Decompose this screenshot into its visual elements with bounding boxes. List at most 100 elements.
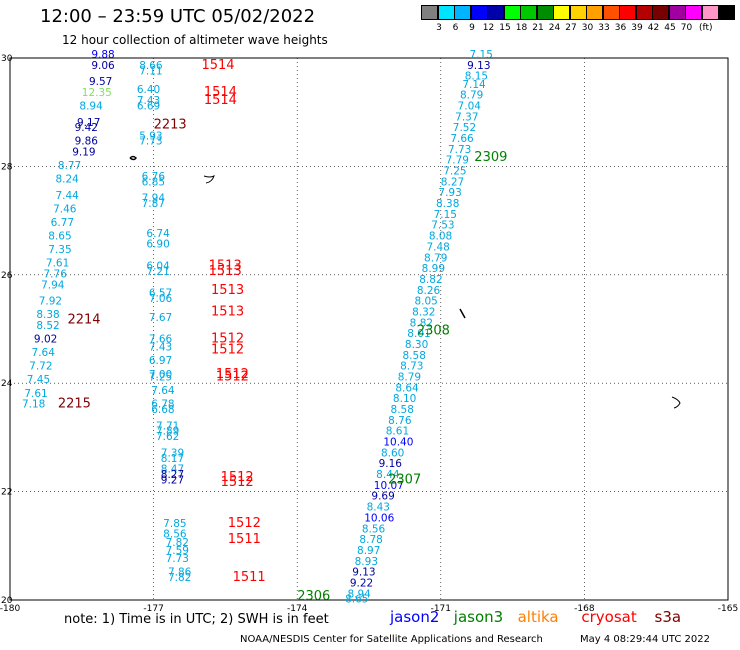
legend-label: 27 [565, 23, 577, 33]
swh-value: 5.93 [139, 130, 162, 142]
swh-value: 8.82 [419, 274, 442, 286]
swh-value: 8.38 [436, 198, 459, 210]
swh-value: 7.64 [32, 347, 56, 359]
swh-value: 8.01 [407, 328, 430, 340]
pass-time-label: 1512 [216, 369, 249, 384]
swh-value: 7.21 [146, 266, 169, 278]
swh-value: 8.79 [424, 252, 447, 264]
island-shape [671, 396, 681, 409]
y-tick-label: 30 [1, 54, 13, 64]
swh-value: 10.40 [383, 437, 413, 449]
pass-time-label: 2213 [154, 117, 187, 132]
swh-value: 6.40 [137, 84, 160, 96]
pass-time-label: 1512 [211, 332, 244, 347]
swh-value: 9.22 [350, 577, 373, 589]
swh-value: 7.15 [434, 209, 457, 221]
credit-line: NOAA/NESDIS Center for Satellite Applica… [240, 634, 543, 645]
legend-label: 42 [647, 23, 660, 33]
pass-time-label: 1514 [204, 93, 237, 108]
swh-value: 7.61 [46, 258, 69, 270]
pass-time-label: 1511 [228, 532, 261, 547]
swh-value: 12.35 [82, 87, 112, 99]
pass-time-label: 1513 [209, 258, 242, 273]
swh-value: 7.71 [156, 420, 179, 432]
timestamp: May 4 08:29:44 UTC 2022 [580, 634, 710, 645]
legend-label: 24 [548, 23, 561, 33]
swh-value: 7.72 [29, 361, 52, 373]
swh-value: 9.42 [75, 122, 98, 134]
swh-value: 9.06 [91, 60, 115, 72]
legend-label: 36 [614, 23, 627, 33]
satellite-name: s3a [654, 608, 682, 626]
pass-time-label: 1514 [204, 85, 237, 100]
swh-value: 7.15 [470, 49, 493, 61]
island-shape [203, 175, 215, 184]
swh-value: 8.17 [161, 453, 184, 465]
swh-value: 8.65 [345, 594, 368, 606]
y-tick-label: 28 [1, 162, 13, 172]
y-tick-label: 22 [1, 488, 12, 498]
pass-time-label: 1511 [233, 570, 266, 585]
pass-time-label: 1513 [211, 283, 244, 298]
swh-value: 7.45 [27, 374, 50, 386]
swh-value: 7.66 [149, 334, 173, 346]
swh-value: 6.68 [151, 404, 174, 416]
islands [129, 155, 681, 409]
swh-value: 7.46 [53, 203, 77, 215]
legend-label: 3 [436, 23, 442, 33]
x-tick-label: -174 [287, 604, 308, 614]
swh-value: 8.93 [355, 556, 378, 568]
island-shape [129, 155, 137, 161]
legend-label: 30 [581, 23, 594, 33]
pass-time-label: 1512 [216, 367, 249, 382]
legend-label: 70 [680, 23, 693, 33]
pass-time-label: 2308 [417, 323, 450, 338]
swh-value: 8.58 [403, 350, 426, 362]
swh-value: 7.73 [448, 144, 471, 156]
swh-value: 10.06 [364, 512, 394, 524]
legend-label: 6 [452, 23, 459, 33]
swh-value: 9.16 [379, 458, 403, 470]
swh-value: 7.79 [446, 155, 469, 167]
swh-value: 7.94 [41, 279, 65, 291]
swh-value: 8.60 [381, 447, 404, 459]
swh-value: 7.61 [24, 388, 47, 400]
swh-value: 7.18 [22, 399, 45, 411]
satellite-name: jason3 [453, 608, 504, 626]
swh-value: 6.90 [146, 239, 169, 251]
swh-value: 7.25 [149, 371, 172, 383]
pass-time-label: 1512 [211, 342, 244, 357]
island-shape [459, 308, 466, 319]
swh-value: 8.78 [359, 534, 382, 546]
legend-label: 12 [482, 23, 495, 33]
pass-time-label: 2214 [67, 313, 100, 328]
swh-value: 8.65 [48, 231, 71, 243]
swh-value: 8.26 [417, 285, 441, 297]
swh-value: 7.53 [431, 220, 454, 232]
swh-value: 7.66 [450, 133, 474, 145]
swh-value: 7.62 [156, 431, 179, 443]
swh-value: 6.78 [151, 399, 174, 411]
swh-value: 6.04 [146, 260, 170, 272]
swh-value: 7.76 [44, 269, 68, 281]
swh-value: 7.48 [426, 241, 449, 253]
legend-label: 45 [664, 23, 676, 33]
x-tick-label: -180 [0, 604, 20, 614]
satellite-name: cryosat [581, 608, 637, 626]
swh-value: 7.43 [149, 342, 172, 354]
swh-value: 8.99 [422, 263, 445, 275]
x-tick-label: -168 [574, 604, 595, 614]
swh-value: 8.79 [398, 371, 421, 383]
swh-value: 6.57 [149, 287, 172, 299]
swh-value: 6.76 [142, 171, 166, 183]
swh-value: 7.37 [455, 111, 478, 123]
swh-value: 7.82 [166, 537, 189, 549]
swh-value: 9.13 [352, 567, 375, 579]
pass-time-label: 1512 [221, 470, 254, 485]
y-tick-label: 20 [1, 596, 13, 606]
swh-value: 7.85 [163, 518, 186, 530]
swh-value: 7.94 [142, 193, 166, 205]
swh-value: 8.38 [36, 309, 59, 321]
footnote: note: 1) Time is in UTC; 2) SWH is in fe… [64, 612, 329, 627]
